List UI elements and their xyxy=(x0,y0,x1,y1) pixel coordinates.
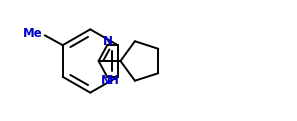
Text: Me: Me xyxy=(23,27,43,40)
Text: H: H xyxy=(109,74,119,87)
Text: N: N xyxy=(103,35,113,48)
Text: N: N xyxy=(101,74,111,87)
